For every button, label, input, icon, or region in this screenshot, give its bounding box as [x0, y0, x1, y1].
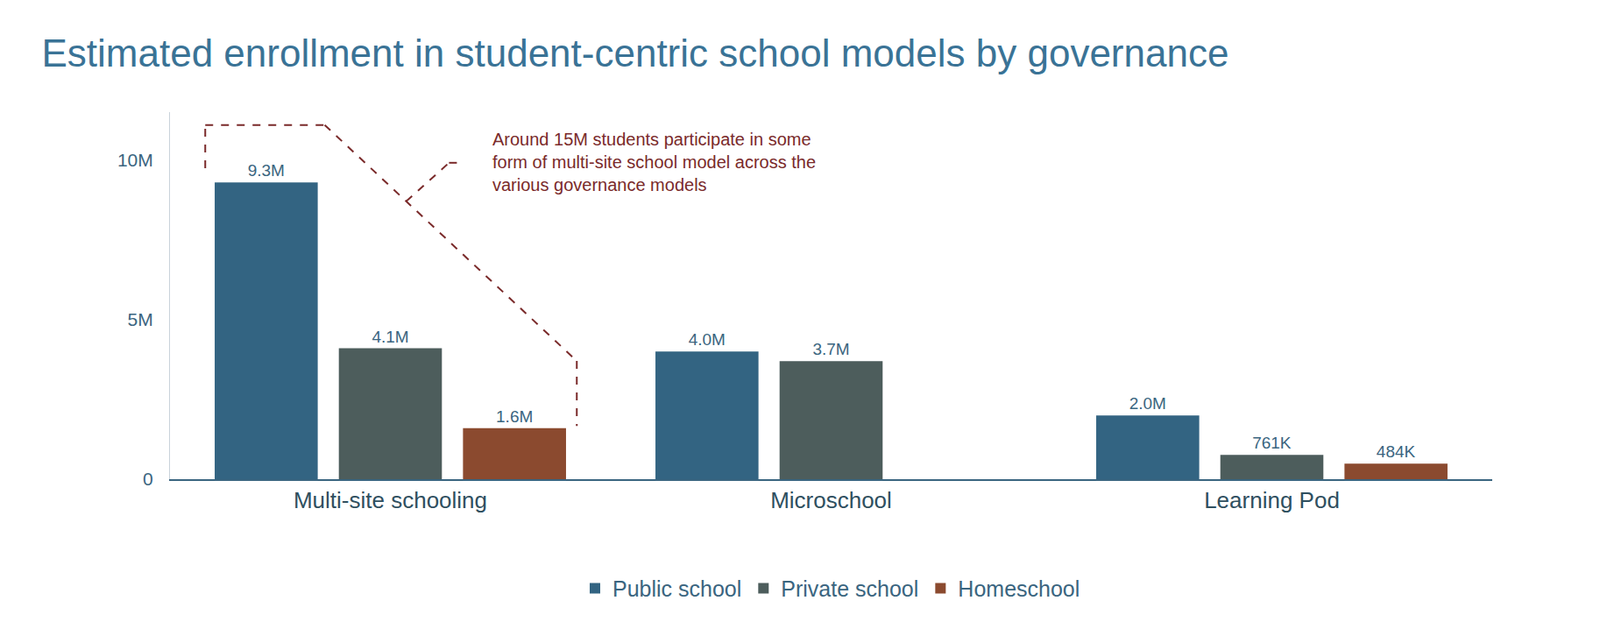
svg-text:5M: 5M — [127, 309, 154, 330]
svg-text:Around 15M students participat: Around 15M students participate in somef… — [492, 129, 816, 195]
svg-text:Estimated enrollment in studen: Estimated enrollment in student-centric … — [41, 31, 1229, 75]
svg-text:1.6M: 1.6M — [495, 407, 533, 426]
svg-text:Public school: Public school — [612, 576, 742, 602]
svg-text:4.1M: 4.1M — [371, 327, 409, 347]
svg-text:0: 0 — [142, 468, 154, 489]
svg-text:Multi-site schooling: Multi-site schooling — [293, 487, 488, 514]
svg-text:761K: 761K — [1252, 433, 1292, 453]
svg-text:4.0M: 4.0M — [688, 330, 726, 349]
svg-text:484K: 484K — [1376, 442, 1416, 461]
svg-text:Homeschool: Homeschool — [957, 576, 1080, 602]
svg-text:2.0M: 2.0M — [1129, 394, 1167, 413]
svg-text:10M: 10M — [117, 149, 154, 170]
svg-text:Learning Pod: Learning Pod — [1203, 487, 1340, 514]
svg-text:Private school: Private school — [780, 576, 919, 602]
svg-text:3.7M: 3.7M — [812, 339, 850, 359]
svg-text:Microschool: Microschool — [770, 487, 893, 514]
svg-text:9.3M: 9.3M — [247, 161, 285, 180]
